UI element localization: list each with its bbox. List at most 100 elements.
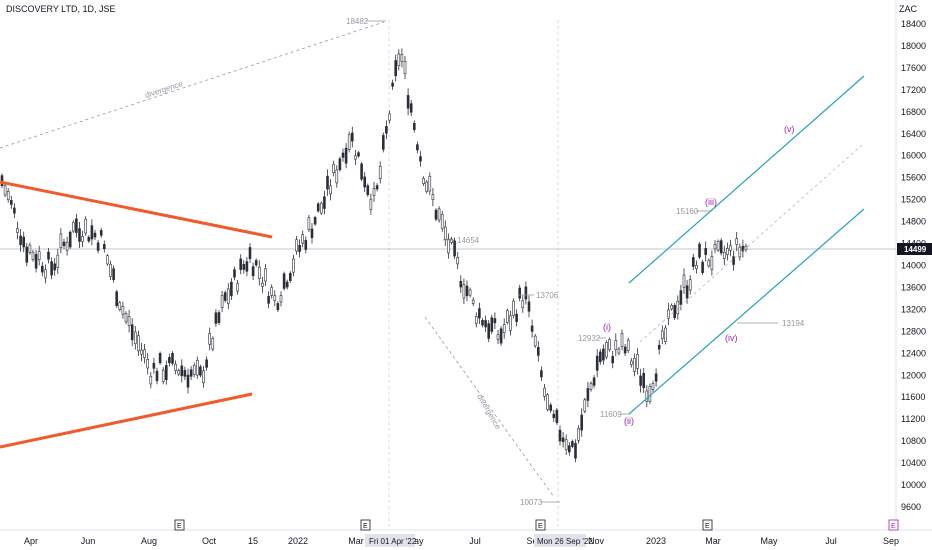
y-tick-label: 16800 [901,107,926,117]
candle-body [115,291,118,307]
svg-text:E: E [891,523,896,530]
candle-body [487,323,491,339]
candle-body [394,60,398,76]
candle-body [310,228,314,239]
candle-body [626,339,630,352]
x-tick-label: 2023 [646,536,666,546]
candle-body [512,300,515,316]
candle-body [220,295,224,308]
candle-body [217,312,221,323]
candle-body [744,245,748,250]
candle-body [530,325,534,332]
candle-body [233,269,236,278]
upper-trendline[interactable] [0,180,273,239]
event-marker-projected[interactable]: E [888,519,899,531]
candle-body [726,248,729,255]
lower-trendline[interactable] [0,392,253,449]
candle-body [196,360,199,376]
candle-body [493,318,497,324]
time-axis[interactable]: Apr Jun Aug Oct 15 2022 Mar May Jul Se Nov 2023 Mar M… [24,536,899,546]
y-tick-label: 12800 [901,326,926,336]
channel-lower[interactable] [628,208,865,415]
y-tick-label: 17200 [901,85,926,95]
annotation-13706: 13706 [518,291,559,300]
candle-body [713,244,717,250]
candle-body [174,363,177,371]
event-marker-1[interactable]: E [174,519,185,531]
y-tick-label: 18400 [901,19,926,29]
svg-text:13194: 13194 [782,319,805,328]
candle-body [719,240,723,254]
candle-body [338,158,342,170]
candle-body [536,346,540,356]
candle-body [326,175,329,190]
candle-body [471,299,475,304]
candle-body [698,243,701,258]
y-tick-label: 10800 [901,436,926,446]
candle-body [577,427,580,441]
candle-body [118,302,122,310]
candle-body [242,263,246,270]
candle-body [462,284,466,299]
event-marker-4[interactable]: E [702,519,713,531]
candle-body [372,188,376,196]
candle-body [499,328,503,344]
divergence-line-2[interactable] [424,316,555,498]
candle-body [459,280,463,288]
candle-body [598,351,602,363]
candle-body [450,238,453,243]
candle-body [605,342,608,358]
candle-body [729,245,732,251]
x-tick-label: Se [526,536,537,546]
candle-body [189,369,193,377]
event-marker-3[interactable]: E [535,519,546,531]
svg-text:E: E [177,523,182,530]
candle-body [313,217,317,225]
channel-upper[interactable] [628,75,865,284]
price-axis[interactable]: 18400 18000 17600 17200 16800 16400 16000 15600… [901,19,926,512]
x-tick-label: Sep [883,536,899,546]
candle-body [344,147,348,164]
candle-body [354,155,357,160]
candle-body [103,244,106,250]
candle-body [518,287,522,299]
candle-body [366,185,370,196]
svg-text:13706: 13706 [536,291,559,300]
candle-body [304,239,308,250]
candle-body [68,231,72,248]
divergence-line-1[interactable] [0,21,385,149]
candle-body [440,214,444,229]
candle-body [28,244,32,253]
x-tick-label: Mar [705,536,721,546]
candle-body [53,263,57,271]
candle-body [78,228,81,242]
svg-text:E: E [363,523,368,530]
candle-body [465,285,469,297]
candle-body [295,239,298,252]
candle-body [428,175,432,192]
candle-body [205,359,208,368]
y-tick-label: 14000 [901,261,926,271]
candle-body [561,437,565,443]
candle-body [152,362,156,369]
candle-body [292,258,295,273]
candle-body [648,386,652,402]
y-tick-label: 18000 [901,41,926,51]
candle-body [161,369,165,382]
wave-label-iii: (iii) [705,197,717,207]
candle-body [192,364,196,375]
candle-body [168,357,171,364]
candle-body [552,413,556,419]
channel-mid[interactable] [639,144,863,343]
candle-body [543,387,546,397]
x-tick-label: Jul [469,536,481,546]
candle-body [688,279,692,291]
candle-body [434,209,438,220]
candle-body [3,185,7,196]
event-marker-2[interactable]: E [360,519,371,531]
y-tick-label: 16400 [901,129,926,139]
candle-body [595,355,599,371]
candle-body [540,370,543,378]
